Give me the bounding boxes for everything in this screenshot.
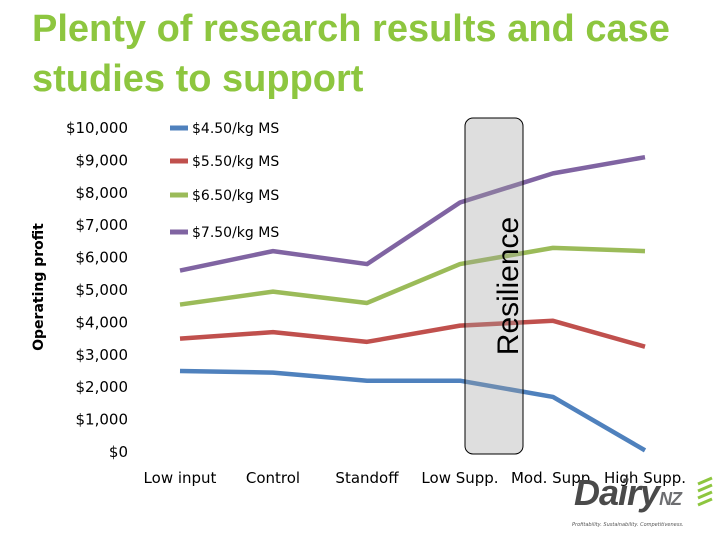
logo-tagline: Profitability. Sustainability. Competiti… [572, 522, 684, 528]
y-axis-ticks: $0 $1,000 $2,000 $3,000 $4,000 $5,000 $6,000 $7… [66, 119, 128, 461]
legend-label: $5.50/kg MS [192, 154, 279, 170]
y-tick-label: $4,000 [76, 313, 129, 331]
legend-label: $6.50/kg MS [192, 188, 279, 204]
x-tick-label: Low input [144, 469, 217, 487]
y-axis-label: Operating profit [31, 223, 47, 351]
leaf-icon [697, 476, 713, 507]
y-tick-label: $0 [109, 443, 128, 461]
dairynz-logo: DairyNZ Profitability. Sustainability. C… [568, 470, 718, 534]
series-line [179, 154, 646, 273]
series-line [179, 318, 646, 349]
y-tick-label: $8,000 [76, 184, 129, 202]
x-tick-label: Control [246, 469, 300, 487]
legend-label: $4.50/kg MS [192, 121, 279, 137]
logo-wordmark: DairyNZ [574, 472, 682, 513]
series-line [179, 368, 647, 453]
series-lines [179, 154, 647, 453]
series-line [179, 245, 646, 307]
x-tick-label: Low Supp. [421, 469, 498, 487]
y-tick-label: $10,000 [66, 119, 128, 137]
y-tick-label: $2,000 [76, 378, 129, 396]
y-tick-label: $6,000 [76, 249, 129, 267]
y-tick-label: $3,000 [76, 346, 129, 364]
y-tick-label: $7,000 [76, 216, 129, 234]
y-tick-label: $9,000 [76, 151, 129, 169]
legend: $4.50/kg MS $5.50/kg MS $6.50/kg MS $7.50/k… [170, 121, 279, 241]
slide-title: Plenty of research results and case stud… [32, 8, 670, 100]
legend-label: $7.50/kg MS [192, 225, 279, 241]
x-tick-label: Mod. Supp. [511, 469, 595, 487]
y-tick-label: $5,000 [76, 281, 129, 299]
x-axis-ticks: Low input Control Standoff Low Supp. Mod. Su… [144, 469, 686, 487]
resilience-highlight [464, 117, 524, 455]
y-tick-label: $1,000 [76, 411, 129, 429]
resilience-annotation: Resilience [492, 217, 525, 355]
x-tick-label: High Supp. [604, 469, 686, 487]
x-tick-label: Standoff [335, 469, 399, 487]
